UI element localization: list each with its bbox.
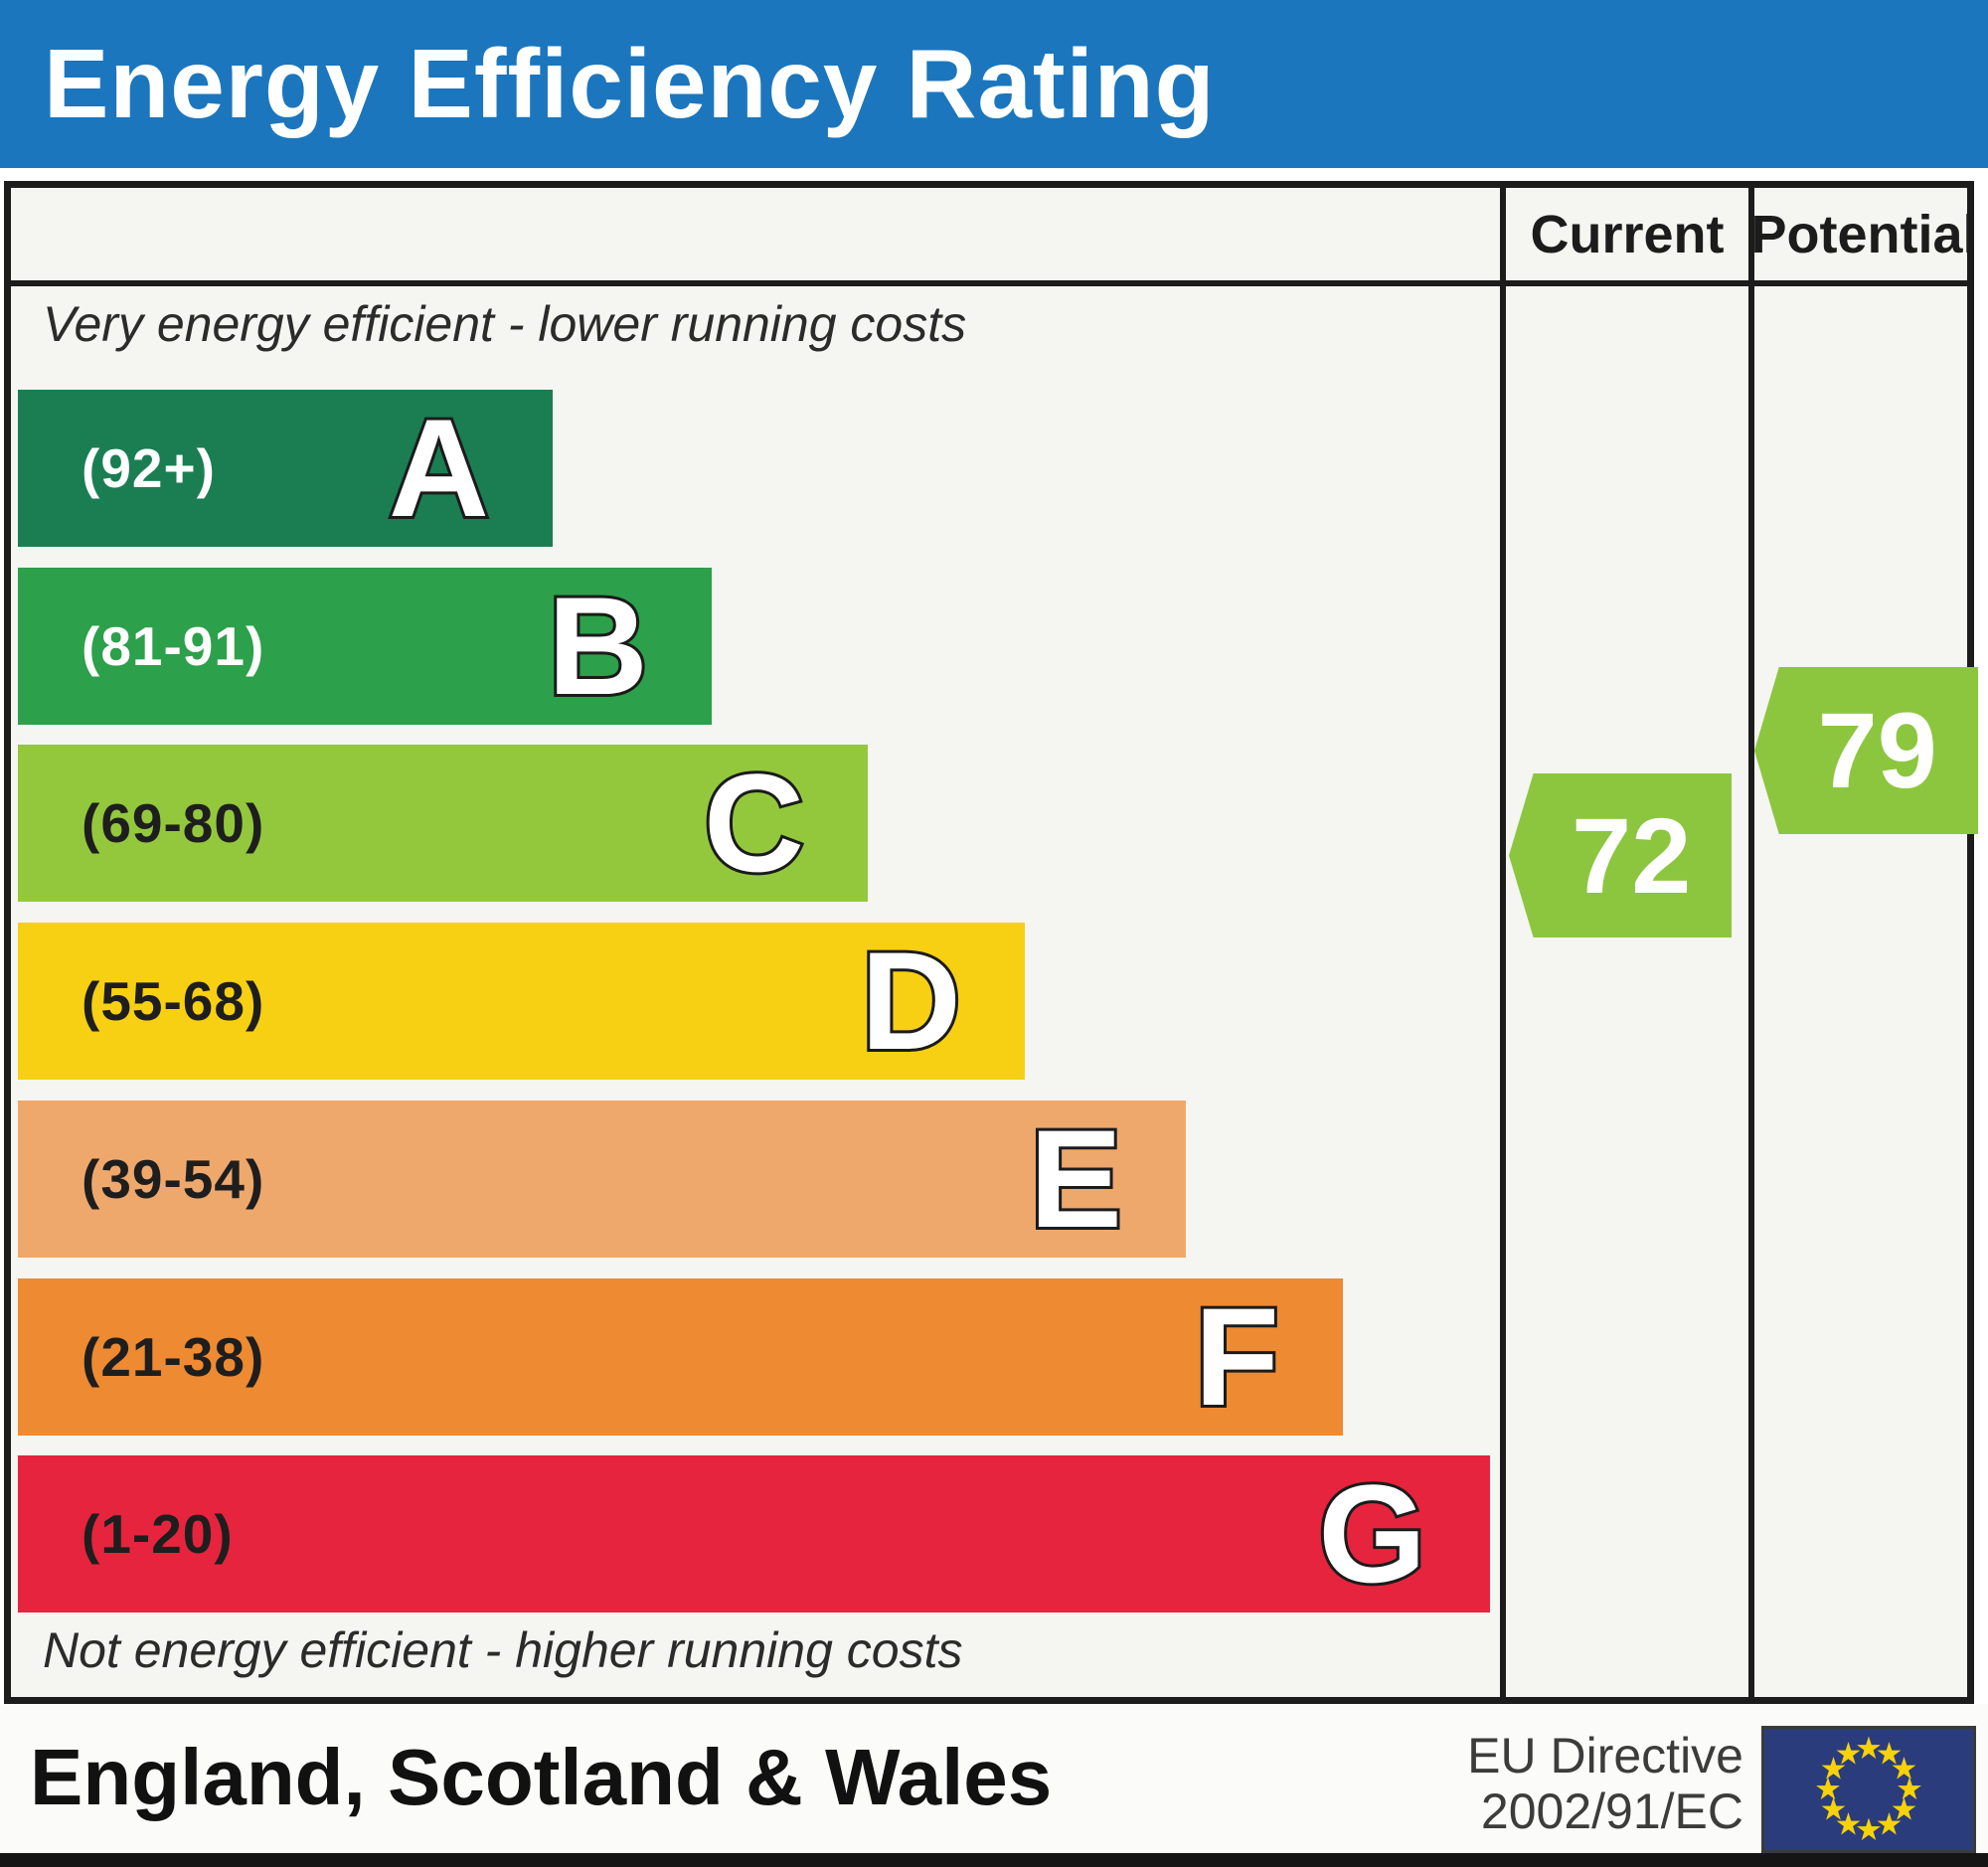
eu-flag-star bbox=[1821, 1757, 1846, 1780]
band-score-range: (55-68) bbox=[82, 970, 265, 1032]
band-score-range: (1-20) bbox=[82, 1503, 234, 1565]
page-title: Energy Efficiency Rating bbox=[44, 29, 1216, 138]
eu-flag-star bbox=[1836, 1812, 1861, 1835]
current-rating-value: 72 bbox=[1572, 794, 1692, 916]
rating-band-f: (21-38) F bbox=[18, 1278, 1343, 1436]
eu-flag-star bbox=[1816, 1777, 1840, 1800]
eu-flag-star bbox=[1836, 1742, 1861, 1765]
eu-directive-line2: 2002/91/EC bbox=[1480, 1783, 1743, 1839]
rating-band-b: (81-91) B bbox=[18, 568, 712, 725]
band-letter: C bbox=[701, 745, 807, 901]
rating-band-d: (55-68) D bbox=[18, 923, 1025, 1080]
eu-flag-star bbox=[1892, 1757, 1916, 1780]
eu-flag-star bbox=[1892, 1797, 1916, 1820]
band-score-range: (39-54) bbox=[82, 1148, 265, 1210]
band-letter: E bbox=[1027, 1101, 1125, 1257]
caption-very-efficient: Very energy efficient - lower running co… bbox=[43, 296, 967, 352]
title-banner: Energy Efficiency Rating bbox=[0, 0, 1988, 168]
band-score-range: (69-80) bbox=[82, 792, 265, 854]
eu-flag-star bbox=[1857, 1736, 1881, 1760]
caption-not-efficient: Not energy efficient - higher running co… bbox=[43, 1622, 963, 1678]
band-score-range: (92+) bbox=[82, 437, 216, 499]
band-letter: G bbox=[1315, 1455, 1429, 1612]
eu-flag-star bbox=[1877, 1742, 1902, 1765]
eu-directive-line1: EU Directive bbox=[1467, 1728, 1743, 1783]
eu-directive-label: EU Directive 2002/91/EC bbox=[1467, 1728, 1743, 1839]
band-letter: F bbox=[1191, 1278, 1281, 1435]
eu-flag-icon bbox=[1761, 1726, 1976, 1853]
bottom-border-strip bbox=[0, 1853, 1988, 1867]
column-header-potential: Potential bbox=[1750, 204, 1978, 264]
potential-rating-value: 79 bbox=[1817, 690, 1937, 810]
rating-band-e: (39-54) E bbox=[18, 1101, 1186, 1258]
eu-flag-star bbox=[1898, 1777, 1921, 1800]
band-letter: D bbox=[858, 923, 964, 1079]
region-label: England, Scotland & Wales bbox=[30, 1733, 1053, 1821]
rating-band-g: (1-20) G bbox=[18, 1455, 1490, 1612]
band-letter: B bbox=[545, 568, 651, 724]
column-divider-potential bbox=[1748, 188, 1754, 1697]
column-header-current: Current bbox=[1530, 204, 1725, 264]
rating-table: Current Potential Very energy efficient … bbox=[4, 181, 1978, 1704]
eu-flag-star bbox=[1877, 1812, 1902, 1835]
rating-band-c: (69-80) C bbox=[18, 745, 868, 902]
current-rating-arrow: 72 bbox=[1509, 773, 1732, 937]
band-score-range: (21-38) bbox=[82, 1326, 265, 1388]
header-separator-line bbox=[11, 280, 1967, 286]
eu-flag-star bbox=[1857, 1817, 1881, 1841]
footer: England, Scotland & Wales EU Directive 2… bbox=[0, 1704, 1988, 1855]
band-letter: A bbox=[386, 390, 492, 546]
potential-rating-arrow: 79 bbox=[1754, 667, 1978, 834]
column-divider-current bbox=[1500, 188, 1506, 1697]
eu-flag-star bbox=[1821, 1797, 1846, 1820]
rating-band-a: (92+) A bbox=[18, 390, 553, 547]
band-score-range: (81-91) bbox=[82, 615, 265, 677]
